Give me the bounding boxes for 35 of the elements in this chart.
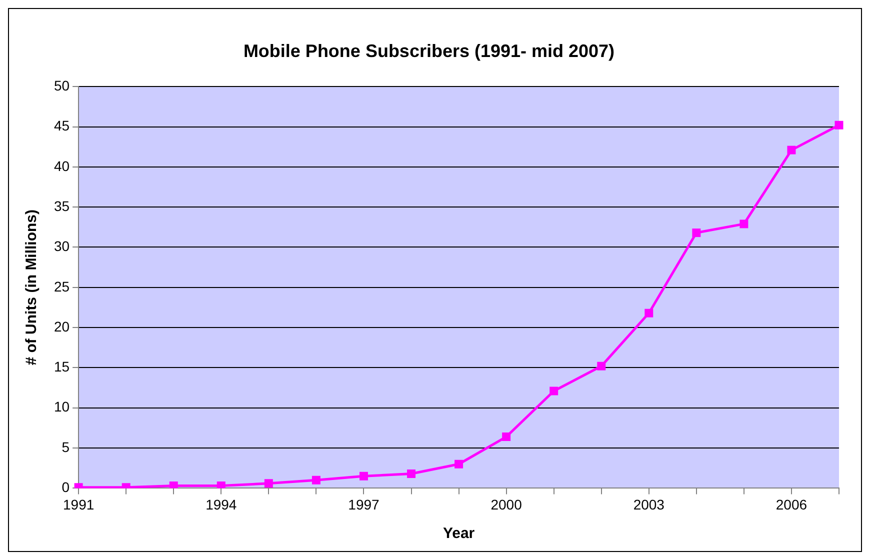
y-tick-label: 50 — [54, 77, 70, 94]
x-tick-label: 1997 — [348, 496, 380, 512]
point — [550, 386, 558, 396]
y-tick-label: 40 — [54, 158, 70, 174]
point — [359, 472, 368, 480]
y-tick-label: 45 — [54, 118, 70, 134]
x-tick-label: 1991 — [62, 496, 94, 512]
point — [264, 479, 273, 488]
point — [454, 460, 464, 468]
x-tick-label: 1994 — [206, 496, 237, 512]
y-tick-label: 30 — [54, 238, 70, 254]
y-tick-label: 15 — [54, 358, 70, 375]
point — [312, 476, 320, 484]
point — [787, 146, 796, 154]
point — [216, 482, 226, 488]
y-tick-label: 35 — [54, 198, 70, 214]
point — [740, 220, 748, 228]
y-tick-label: 5 — [62, 438, 70, 455]
y-axis-title: # of Units (in Millions) — [23, 209, 40, 366]
x-axis-title: Year — [442, 525, 475, 542]
x-tick-label: 2000 — [490, 496, 522, 512]
y-tick-label: 20 — [54, 318, 70, 334]
y-tick-label: 0 — [62, 479, 70, 496]
x-tick-label: 2003 — [633, 496, 665, 512]
y-tick-label: 25 — [54, 278, 70, 294]
y-tick-label: 10 — [54, 398, 70, 415]
point — [502, 432, 511, 442]
point — [597, 362, 606, 370]
point — [407, 470, 416, 478]
point — [692, 228, 701, 238]
point — [644, 308, 654, 318]
point — [834, 120, 844, 130]
x-tick-label: 2006 — [776, 496, 808, 512]
chart-title: Mobile Phone Subscribers (1991- mid 2007) — [243, 40, 615, 61]
point — [169, 482, 178, 488]
